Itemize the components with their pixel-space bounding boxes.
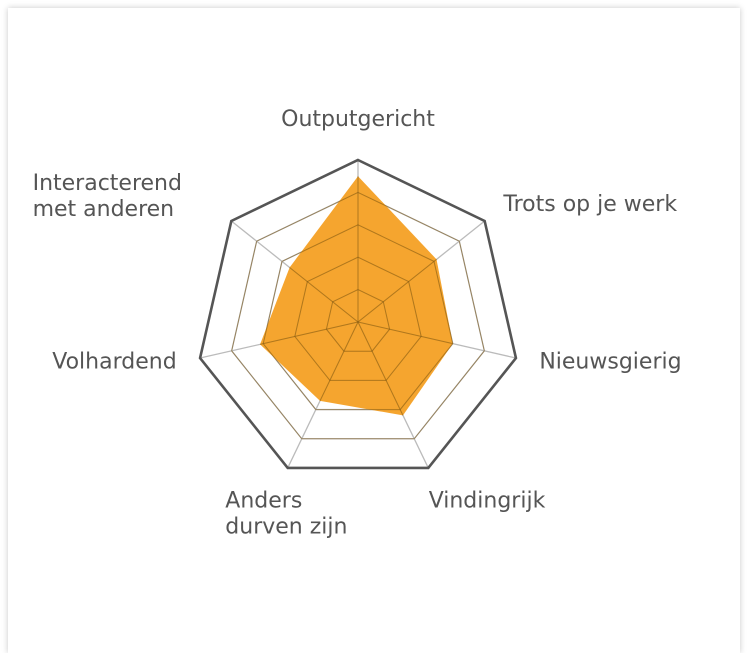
spoke-overlay-7 <box>289 267 359 323</box>
axis-label-4: Vindingrijk <box>429 489 546 514</box>
grid-ring-overlay-4 <box>231 191 485 440</box>
axis-label-2: Trots op je werk <box>502 192 677 217</box>
axis-label-5: Anders durven zijn <box>225 489 347 540</box>
axis-label-7: Interacterend met anderen <box>33 171 182 222</box>
data-area <box>260 176 453 416</box>
spoke-overlay-4 <box>357 321 404 416</box>
spoke-overlay-2 <box>357 258 437 323</box>
grid-ring-overlay-2 <box>294 256 422 381</box>
axis-label-6: Volhardend <box>52 349 176 374</box>
spoke-overlay-5 <box>319 321 359 402</box>
spoke-overlay-6 <box>259 321 359 345</box>
outer-ring <box>198 158 518 470</box>
axis-label-3: Nieuwsgierig <box>539 349 681 374</box>
grid-ring-overlay-1 <box>325 289 391 352</box>
spoke-overlay-3 <box>357 321 453 345</box>
grid-ring-overlay-3 <box>262 224 454 411</box>
axis-label-1: Outputgericht <box>281 107 435 132</box>
